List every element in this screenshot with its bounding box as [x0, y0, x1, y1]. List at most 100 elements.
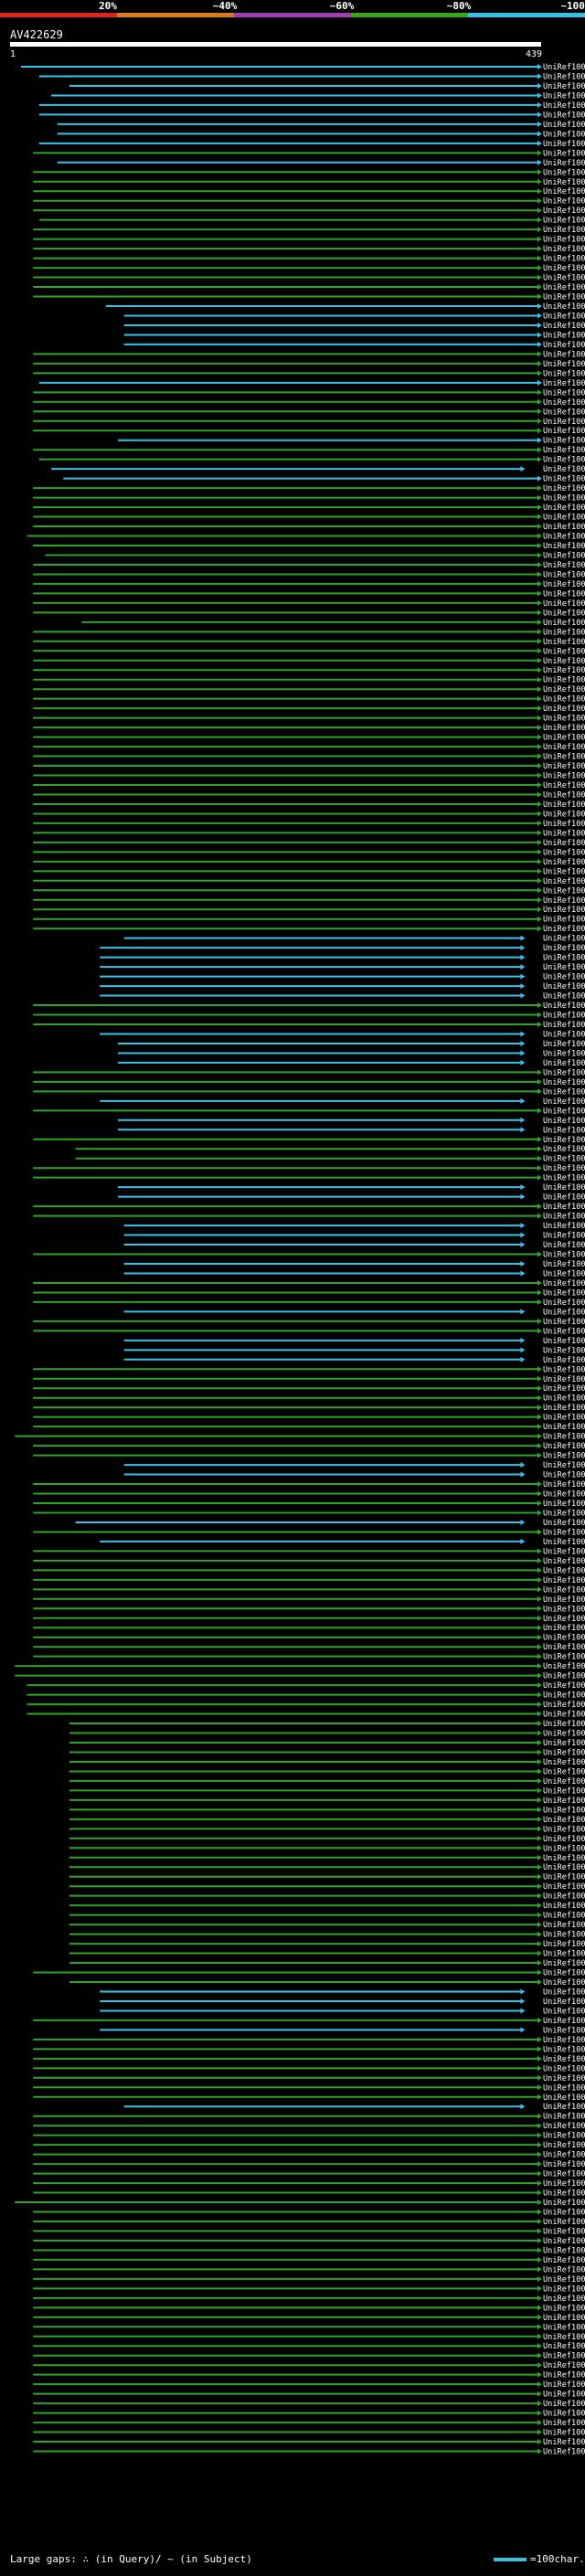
hit-label[interactable]: UniRef100_Q5U1M8 — [543, 484, 585, 493]
hit-label[interactable]: UniRef100_Q92884 — [543, 2094, 585, 2103]
hit-row[interactable]: UniRef100_P13131 — [33, 2141, 585, 2150]
hit-label[interactable]: UniRef100_B8QY03 — [543, 1825, 585, 1834]
hit-row[interactable]: UniRef100_B9GKL0 — [51, 91, 585, 101]
hit-row[interactable]: UniRef100_P50700 — [33, 168, 585, 177]
hit-label[interactable]: UniRef100_C7F811 — [543, 1279, 585, 1288]
hit-label[interactable]: UniRef100_C7F814 — [543, 1327, 585, 1336]
hit-row[interactable]: UniRef100_Q84994 — [123, 935, 585, 944]
hit-label[interactable]: UniRef100_Q2PZM3 — [543, 312, 585, 321]
hit-label[interactable]: UniRef100_Q9LGX2 — [543, 916, 585, 925]
hit-label[interactable]: UniRef100_Q5U167 — [543, 197, 585, 207]
hit-row[interactable]: UniRef100_B6TL22 — [69, 1931, 585, 1940]
hit-row[interactable]: UniRef100_Q84MK9 — [100, 982, 585, 991]
hit-label[interactable]: UniRef100_A5AHU5 — [543, 456, 585, 465]
hit-row[interactable]: UniRef100_Q5U1M0 — [27, 533, 585, 542]
hit-row[interactable]: UniRef100_Q1B46 — [105, 302, 585, 312]
hit-label[interactable]: UniRef100_A7QKS3 — [543, 695, 585, 705]
hit-label[interactable]: UniRef100_Q5DW60 — [543, 2113, 585, 2122]
hit-label[interactable]: UniRef100_A9KQV1 — [543, 2199, 585, 2208]
hit-label[interactable]: UniRef100_B8LNT4 — [543, 1404, 585, 1413]
hit-row[interactable]: UniRef100_C7F815 — [33, 1203, 585, 1212]
hit-label[interactable]: UniRef100_UPI000... — [543, 790, 585, 800]
hit-row[interactable]: UniRef100_Q6S0V4 — [33, 2170, 585, 2179]
hit-label[interactable]: UniRef100_Q9FLE8 — [543, 2275, 585, 2284]
hit-label[interactable]: UniRef100_Q94DY8 — [543, 1423, 585, 1432]
hit-row[interactable]: UniRef100_Q6PPD1 — [69, 1777, 585, 1786]
hit-row[interactable]: UniRef100_Q84U66 — [123, 1260, 585, 1269]
hit-label[interactable]: UniRef100_Q6Y0A3 — [543, 1136, 585, 1145]
hit-label[interactable]: UniRef100_Q5U6B9 — [543, 437, 585, 446]
hit-row[interactable]: UniRef100_Q8H3F2 — [69, 1940, 585, 1949]
hit-row[interactable]: UniRef100_B8QYV1 — [69, 1892, 585, 1902]
hit-label[interactable]: UniRef100_Q9FXQ2 — [543, 762, 585, 771]
hit-label[interactable]: UniRef100_P50700 — [543, 168, 585, 177]
hit-row[interactable]: UniRef100_Q6Y0A3 — [33, 1136, 585, 1145]
hit-row[interactable]: UniRef100_A7QA05 — [33, 1087, 585, 1097]
hit-label[interactable]: UniRef100_Q2DQ13 — [543, 1797, 585, 1806]
hit-label[interactable]: UniRef100_Q69CS3 — [543, 2304, 585, 2313]
hit-label[interactable]: UniRef100_B8QY41 — [543, 1835, 585, 1844]
hit-label[interactable]: UniRef100_Q84U60 — [543, 1232, 585, 1241]
hit-row[interactable]: UniRef100_B8LRN6 — [69, 1767, 585, 1776]
hit-row[interactable]: UniRef100_B4FVM0 — [33, 2218, 585, 2227]
hit-row[interactable]: UniRef100_Q84MK8 — [33, 1605, 585, 1614]
hit-label[interactable]: UniRef100_C6TDE4 — [543, 1164, 585, 1173]
hit-label[interactable]: UniRef100_Q84MK8 — [543, 1605, 585, 1614]
hit-label[interactable]: UniRef100_Q84MK0 — [543, 992, 585, 1002]
hit-label[interactable]: UniRef100_C7F812 — [543, 1155, 585, 1164]
hit-label[interactable]: UniRef100_Q9M466 — [543, 820, 585, 829]
hit-row[interactable]: UniRef100_Q2HRQ4 — [33, 187, 585, 196]
hit-label[interactable]: UniRef100_Q84ML4 — [543, 954, 585, 963]
hit-row[interactable]: UniRef100_Q20LS7 — [33, 2256, 585, 2265]
hit-row[interactable]: UniRef100_A2TEI1 — [27, 1691, 585, 1701]
hit-row[interactable]: UniRef100_B6ZHC0 — [20, 63, 585, 72]
hit-label[interactable]: UniRef100_Q8H3F2 — [543, 1940, 585, 1949]
hit-row[interactable]: UniRef100_Q38769 — [33, 2237, 585, 2246]
hit-label[interactable]: UniRef100_Q2V8P5 — [543, 867, 585, 876]
hit-row[interactable]: UniRef100_Q2VAZ1 — [33, 753, 585, 762]
hit-label[interactable]: UniRef100_B8LQJ2 — [543, 1480, 585, 1489]
hit-label[interactable]: UniRef100_Q2VAD0 — [543, 236, 585, 245]
hit-label[interactable]: UniRef100_P25096 — [543, 1509, 585, 1518]
hit-label[interactable]: UniRef100_Q9M4G7 — [543, 2410, 585, 2419]
hit-row[interactable]: UniRef100_Q5U167 — [33, 197, 585, 207]
hit-row[interactable]: UniRef100_Q2HR53 — [38, 111, 585, 120]
hit-row[interactable]: UniRef100_C7F813 — [33, 1078, 585, 1087]
hit-label[interactable]: UniRef100_Q84MK1 — [543, 1040, 585, 1049]
hit-row[interactable]: UniRef100_A2TEE8 — [33, 1585, 585, 1595]
hit-row[interactable]: UniRef100_A2YL23 — [33, 2400, 585, 2409]
hit-row[interactable]: UniRef100_Q84ML4 — [100, 954, 585, 963]
hit-label[interactable]: UniRef100_Q8H6A2 — [543, 1299, 585, 1308]
hit-label[interactable]: UniRef100_Q8S4L2 — [543, 274, 585, 283]
hit-label[interactable]: UniRef100_P50701 — [543, 418, 585, 427]
hit-label[interactable]: UniRef100_A7QKS2 — [543, 159, 585, 168]
hit-row[interactable]: UniRef100_Q9FT35 — [33, 350, 585, 359]
hit-row[interactable]: UniRef100_Q8H995 — [33, 1384, 585, 1394]
hit-row[interactable]: UniRef100_Q84U61 — [100, 1538, 585, 1547]
hit-row[interactable]: UniRef100_B9IM32 — [33, 494, 585, 504]
hit-row[interactable]: UniRef100_B8QY31 — [69, 1902, 585, 1911]
hit-row[interactable]: UniRef100_Q5U1N2 — [33, 360, 585, 369]
hit-row[interactable]: UniRef100_B9GKG1 — [69, 82, 585, 91]
hit-label[interactable]: UniRef100_Q84ML5 — [543, 1183, 585, 1193]
hit-row[interactable]: UniRef100_Q8LGB0 — [33, 523, 585, 532]
hit-row[interactable]: UniRef100_Q93XD4 — [33, 427, 585, 436]
hit-row[interactable]: UniRef100_Q5U1M1 — [33, 666, 585, 675]
hit-label[interactable]: UniRef100_Q84U63 — [543, 2007, 585, 2016]
hit-label[interactable]: UniRef100_Q93XD4 — [543, 427, 585, 436]
hit-label[interactable]: UniRef100_B9GKL2 — [543, 1021, 585, 1030]
hit-row[interactable]: UniRef100_Q2DQ18 — [69, 1806, 585, 1815]
hit-row[interactable]: UniRef100_A3F9J4 — [27, 1681, 585, 1691]
hit-label[interactable]: UniRef100_Q2DQ18 — [543, 1806, 585, 1815]
hit-label[interactable]: UniRef100_Q70W82 — [543, 829, 585, 838]
hit-label[interactable]: UniRef100_Q1B46 — [543, 302, 585, 312]
hit-row[interactable]: UniRef100_Q8GUQ2 — [63, 475, 585, 484]
hit-row[interactable]: UniRef100_A2TEM8 — [33, 1615, 585, 1624]
hit-label[interactable]: UniRef100_Q5UQ68 — [543, 2160, 585, 2169]
hit-row[interactable]: UniRef100_Q84ML5 — [118, 1183, 585, 1193]
hit-row[interactable]: UniRef100_C7F811 — [33, 1279, 585, 1288]
hit-row[interactable]: UniRef100_B8QZH3 — [69, 1863, 585, 1872]
hit-label[interactable]: UniRef100_Q2PPE0 — [543, 121, 585, 130]
hit-row[interactable]: UniRef100_C5X0E2 — [33, 1634, 585, 1643]
hit-label[interactable]: UniRef100_Q8L9Q4 — [543, 2361, 585, 2370]
